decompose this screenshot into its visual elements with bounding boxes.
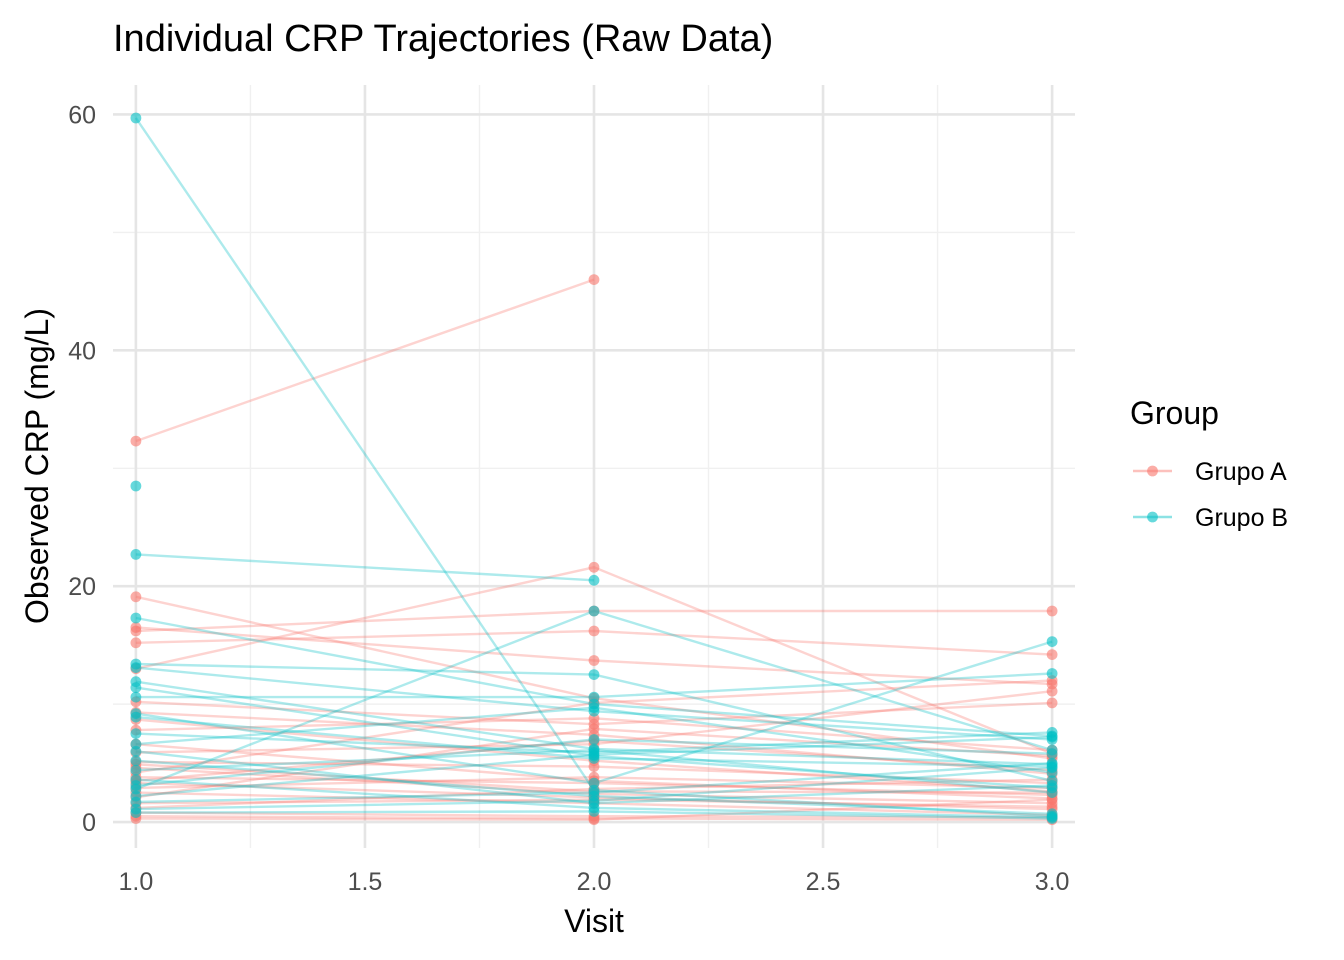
data-point-grupo-a — [130, 637, 142, 649]
trajectory-line-grupo-b — [135, 553, 595, 582]
chart-title: Individual CRP Trajectories (Raw Data) — [113, 18, 773, 60]
legend-title: Group — [1130, 395, 1219, 431]
data-point-grupo-b — [1046, 813, 1058, 824]
data-point-grupo-a — [1046, 605, 1058, 617]
data-point-grupo-a — [588, 561, 600, 573]
x-tick-label: 1.0 — [119, 868, 154, 896]
legend-key-point — [1147, 465, 1158, 477]
data-point-grupo-b — [1046, 787, 1058, 798]
data-point-grupo-b — [1046, 731, 1058, 743]
data-point-grupo-b — [1046, 668, 1058, 679]
data-point-grupo-a — [130, 625, 142, 637]
data-point-grupo-a — [1046, 685, 1058, 697]
data-point-grupo-b — [130, 755, 142, 767]
data-point-grupo-b — [588, 753, 600, 764]
data-point-grupo-a — [130, 435, 142, 447]
data-point-grupo-b — [130, 682, 142, 693]
y-axis-ticks: 0 20 40 60 — [68, 101, 96, 837]
data-point-grupo-b — [130, 745, 142, 757]
x-axis-title: Visit — [564, 903, 624, 939]
y-tick-label: 40 — [68, 337, 96, 365]
y-tick-label: 0 — [82, 809, 96, 837]
data-point-grupo-b — [130, 764, 142, 776]
legend-item-grupo-b: Grupo B — [1133, 504, 1288, 532]
data-point-grupo-a — [588, 761, 600, 772]
data-point-grupo-b — [130, 728, 142, 739]
data-point-grupo-a — [1046, 697, 1058, 709]
x-tick-label: 3.0 — [1035, 868, 1070, 896]
data-point-grupo-b — [588, 669, 600, 680]
legend-item-grupo-a: Grupo A — [1133, 458, 1287, 486]
x-tick-label: 2.5 — [806, 868, 841, 896]
x-axis-ticks: 1.0 1.5 2.0 2.5 3.0 — [119, 868, 1070, 896]
data-point-grupo-b — [130, 780, 142, 791]
x-tick-label: 1.5 — [348, 868, 383, 896]
legend: Group Grupo A Grupo B — [1130, 395, 1288, 532]
x-tick-label: 2.0 — [577, 868, 612, 896]
data-point-grupo-a — [588, 274, 600, 285]
data-point-grupo-b — [588, 691, 600, 703]
data-point-grupo-b — [1046, 761, 1058, 772]
trajectory-line-grupo-a — [135, 278, 595, 443]
data-point-grupo-b — [130, 612, 142, 624]
series-layer — [130, 112, 1058, 826]
y-axis-title: Observed CRP (mg/L) — [19, 308, 55, 624]
data-point-grupo-a — [1046, 649, 1058, 660]
data-point-grupo-b — [588, 605, 600, 617]
data-point-grupo-b — [130, 691, 142, 703]
data-point-grupo-b — [588, 795, 600, 807]
data-point-grupo-a — [130, 591, 142, 603]
data-point-grupo-b — [588, 777, 600, 789]
data-point-grupo-a — [588, 723, 600, 735]
data-point-grupo-b — [130, 711, 142, 723]
data-point-grupo-b — [1046, 748, 1058, 760]
data-point-grupo-b — [130, 549, 142, 560]
data-point-grupo-a — [588, 814, 600, 826]
y-tick-label: 60 — [68, 101, 96, 129]
legend-label: Grupo A — [1195, 458, 1287, 486]
trajectory-points — [130, 112, 1058, 826]
data-point-grupo-b — [588, 806, 600, 817]
data-point-grupo-b — [588, 734, 600, 745]
data-point-grupo-a — [588, 625, 600, 637]
data-point-grupo-b — [130, 662, 142, 673]
data-point-grupo-b — [588, 787, 600, 798]
legend-label: Grupo B — [1195, 504, 1288, 532]
data-point-grupo-b — [588, 702, 600, 714]
data-point-grupo-b — [130, 112, 142, 124]
data-point-grupo-b — [130, 480, 142, 492]
legend-key-point — [1147, 511, 1158, 523]
data-point-grupo-b — [130, 807, 142, 818]
data-point-grupo-b — [588, 574, 600, 586]
data-point-grupo-a — [588, 655, 600, 666]
y-tick-label: 20 — [68, 573, 96, 601]
data-point-grupo-b — [1046, 636, 1058, 647]
